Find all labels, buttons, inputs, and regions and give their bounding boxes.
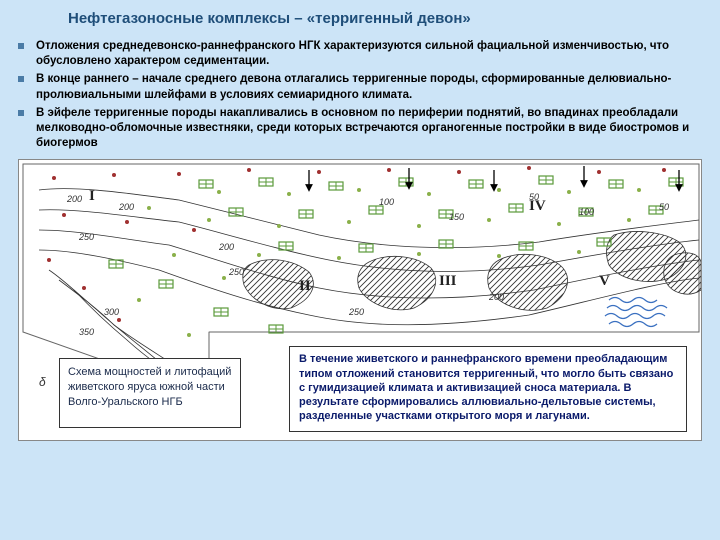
- svg-text:100: 100: [579, 207, 594, 217]
- svg-text:250: 250: [348, 307, 364, 317]
- page-title: Нефтегазоносные комплексы – «терригенный…: [68, 10, 702, 27]
- svg-text:V: V: [599, 273, 610, 289]
- svg-text:200: 200: [218, 242, 234, 252]
- svg-text:II: II: [299, 278, 311, 294]
- bullet-item: В эйфеле терригенные породы накапливалис…: [18, 106, 702, 152]
- svg-text:300: 300: [104, 307, 119, 317]
- svg-text:100: 100: [379, 197, 394, 207]
- svg-text:250: 250: [78, 232, 94, 242]
- svg-text:350: 350: [79, 327, 94, 337]
- svg-text:IV: IV: [529, 198, 546, 214]
- svg-text:I: I: [89, 188, 95, 204]
- delta-label: δ: [39, 375, 46, 389]
- geological-diagram: 2002502002502001501005010050300350250200…: [18, 159, 702, 441]
- svg-text:250: 250: [228, 267, 244, 277]
- caption-box: Схема мощностей и литофаций живетского я…: [59, 358, 241, 428]
- svg-text:50: 50: [659, 202, 669, 212]
- bullet-item: Отложения среднедевонско-раннефранского …: [18, 39, 702, 69]
- bullet-item: В конце раннего – начале среднего девона…: [18, 72, 702, 102]
- svg-text:150: 150: [449, 212, 464, 222]
- svg-text:200: 200: [66, 194, 82, 204]
- svg-text:200: 200: [488, 292, 504, 302]
- svg-text:III: III: [439, 273, 457, 289]
- description-box: В течение живетского и раннефранского вр…: [289, 346, 687, 432]
- wave-symbols: [605, 298, 667, 327]
- bullet-list: Отложения среднедевонско-раннефранского …: [18, 39, 702, 151]
- svg-text:200: 200: [118, 202, 134, 212]
